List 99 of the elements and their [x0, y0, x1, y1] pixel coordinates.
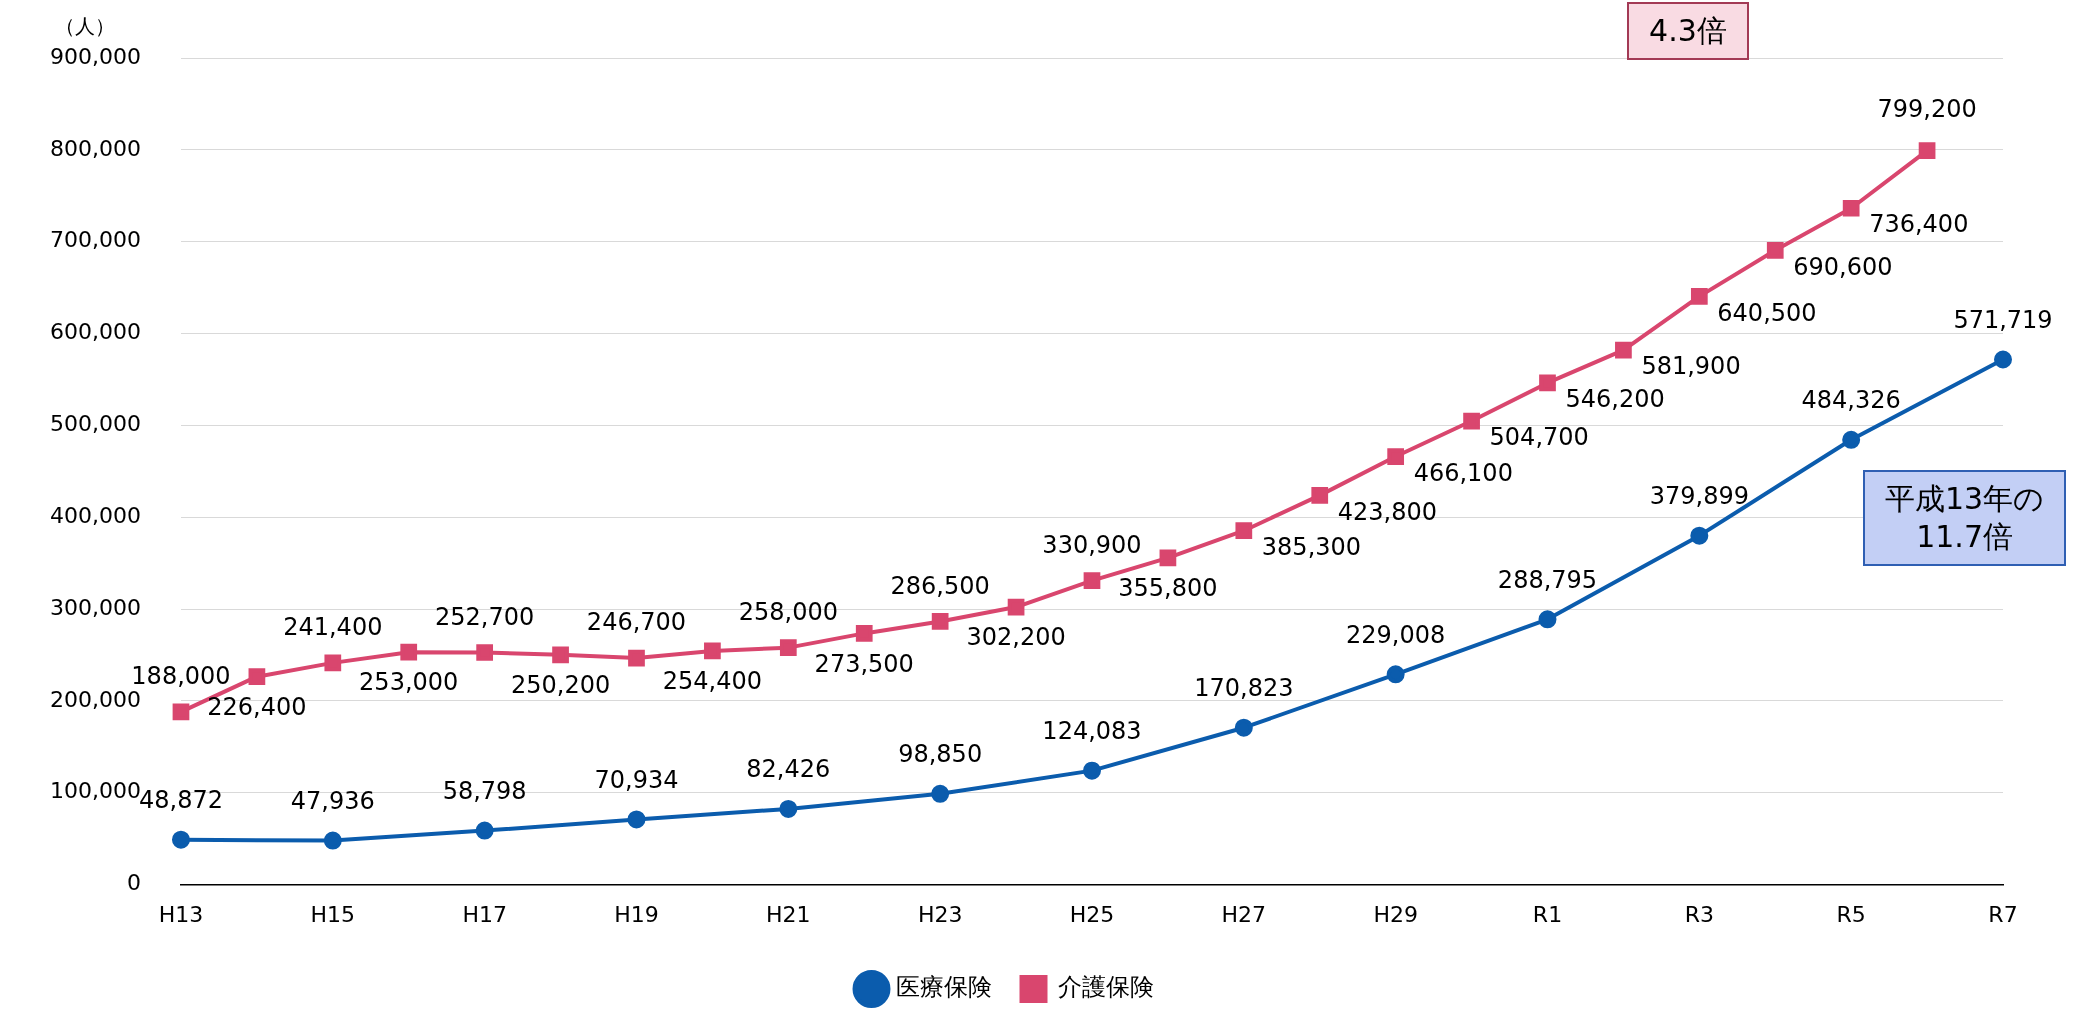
x-tick-label: H29: [1373, 901, 1418, 927]
data-label: 254,400: [662, 667, 763, 696]
data-label: 241,400: [283, 613, 383, 642]
y-tick-label: 700,000: [49, 227, 141, 253]
point: [400, 643, 418, 661]
point: [1387, 448, 1405, 465]
point: [552, 646, 569, 664]
point: [1766, 241, 1784, 259]
data-label: 379,899: [1649, 481, 1749, 510]
data-label: 546,200: [1565, 385, 1665, 414]
data-label: 70,934: [594, 765, 679, 794]
legend-label: 介護保険: [1057, 973, 1154, 1002]
data-label: 286,500: [890, 571, 990, 600]
y-axis-title: （人）: [55, 14, 116, 39]
data-label: 581,900: [1641, 352, 1741, 381]
point: [1690, 287, 1708, 305]
data-label: 170,823: [1194, 673, 1294, 702]
point: [171, 830, 190, 849]
data-label: 330,900: [1042, 530, 1142, 559]
point: [1918, 142, 1936, 159]
point: [1083, 572, 1101, 590]
point: [1539, 374, 1556, 392]
point: [1615, 341, 1632, 359]
y-tick-label: 0: [126, 870, 141, 896]
data-label: 229,008: [1346, 620, 1446, 649]
x-tick-label: H25: [1069, 901, 1115, 927]
data-label: 58,798: [442, 776, 527, 805]
y-tick-label: 100,000: [49, 778, 141, 804]
data-label: 571,719: [1953, 305, 2053, 334]
y-tick-label: 300,000: [49, 594, 141, 620]
point: [1842, 430, 1861, 449]
data-label: 124,083: [1042, 716, 1142, 745]
point: [1386, 665, 1405, 684]
point: [1235, 522, 1253, 540]
point: [1690, 526, 1709, 545]
point: [324, 654, 342, 672]
data-label: 288,795: [1497, 565, 1598, 594]
point: [931, 613, 949, 630]
point: [931, 784, 950, 803]
data-label: 504,700: [1489, 423, 1589, 452]
point: [323, 831, 342, 850]
x-tick-label: R3: [1684, 901, 1714, 927]
x-tick-label: R7: [1988, 901, 2018, 927]
point: [1994, 350, 2012, 369]
data-label: 799,200: [1877, 94, 1977, 123]
data-label: 423,800: [1337, 497, 1437, 526]
x-tick-label: H13: [158, 901, 204, 927]
x-tick-label: H17: [462, 901, 507, 927]
x-tick-label: H15: [310, 901, 356, 927]
data-label: 736,400: [1869, 210, 1969, 239]
point: [1311, 487, 1329, 504]
point: [1159, 549, 1177, 567]
legend-label: 医療保険: [895, 973, 992, 1002]
data-label: 250,200: [510, 671, 611, 700]
point: [1082, 761, 1101, 780]
callout-box: 平成13年の 11.7倍: [1863, 469, 2067, 566]
data-label: 355,800: [1118, 574, 1218, 603]
point: [779, 799, 798, 818]
x-tick-label: H19: [614, 901, 659, 927]
point: [1234, 718, 1253, 737]
data-label: 484,326: [1801, 386, 1901, 415]
x-tick-label: H27: [1221, 901, 1267, 927]
point: [1463, 412, 1480, 430]
data-label: 246,700: [586, 608, 687, 637]
y-tick-label: 500,000: [49, 411, 141, 437]
data-label: 640,500: [1717, 298, 1817, 327]
data-label: 385,300: [1261, 532, 1362, 561]
point: [476, 644, 494, 661]
data-label: 82,426: [746, 755, 831, 784]
point: [779, 639, 797, 657]
x-tick-label: R5: [1836, 901, 1866, 927]
data-label: 98,850: [898, 740, 983, 769]
callout-box: 4.3倍: [1627, 2, 1749, 60]
data-label: 47,936: [290, 786, 375, 815]
data-label: 258,000: [738, 597, 838, 626]
point: [475, 821, 494, 840]
point: [704, 642, 721, 660]
point: [1007, 598, 1025, 616]
point: [248, 668, 266, 686]
data-label: 466,100: [1413, 458, 1513, 487]
point: [1538, 610, 1557, 629]
point: [627, 810, 646, 829]
point: [1842, 199, 1860, 217]
data-label: 273,500: [814, 649, 914, 678]
y-tick-label: 600,000: [49, 319, 141, 345]
point: [855, 625, 873, 642]
data-label: 302,200: [966, 623, 1066, 652]
point: [172, 703, 190, 721]
point: [628, 649, 645, 667]
x-tick-label: R1: [1532, 901, 1563, 927]
data-label: 226,400: [207, 692, 307, 721]
data-label: 253,000: [359, 668, 459, 697]
data-label: 690,600: [1793, 252, 1893, 281]
y-tick-label: 400,000: [49, 502, 141, 528]
data-label: 252,700: [435, 602, 535, 631]
x-tick-label: H23: [917, 901, 963, 927]
x-tick-label: H21: [766, 901, 811, 927]
y-tick-label: 800,000: [49, 135, 141, 161]
y-tick-label: 900,000: [49, 43, 141, 69]
